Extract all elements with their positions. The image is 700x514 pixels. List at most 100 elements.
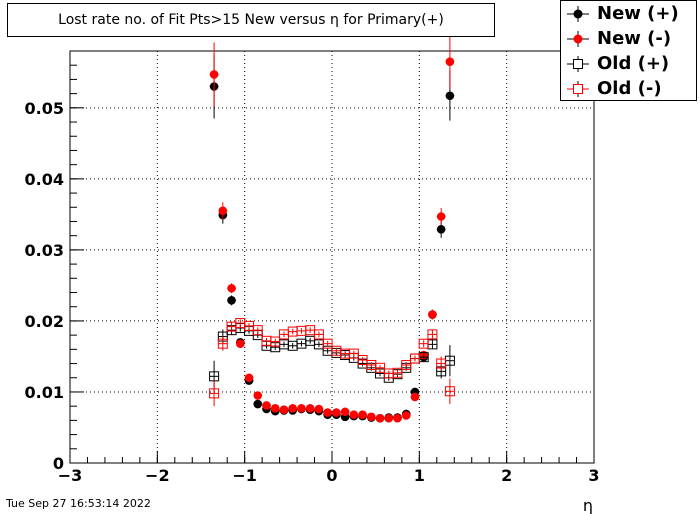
marker-circle <box>305 404 315 413</box>
x-tick-label: −1 <box>232 466 257 485</box>
marker-circle <box>288 404 298 413</box>
data-point <box>296 325 307 336</box>
marker-circle <box>227 296 236 305</box>
legend: New (+) New (-) Old (+) Old (-) <box>560 0 697 101</box>
x-tick-label: −3 <box>58 466 83 485</box>
marker-circle <box>227 283 236 293</box>
marker-circle <box>209 70 219 79</box>
data-point <box>322 345 333 356</box>
marker-circle <box>358 410 367 419</box>
legend-label: New (+) <box>597 3 679 24</box>
marker-circle <box>270 404 280 413</box>
data-point <box>427 339 438 350</box>
data-point <box>392 367 403 378</box>
marker-circle <box>349 410 359 419</box>
marker-square <box>270 336 281 347</box>
marker-circle <box>445 91 455 101</box>
data-point <box>375 362 386 373</box>
marker-circle <box>445 57 455 66</box>
plot-frame <box>69 50 595 464</box>
marker-circle <box>401 411 411 420</box>
data-point <box>296 338 307 349</box>
data-point <box>348 348 359 359</box>
data-point <box>209 42 219 107</box>
data-point <box>235 339 245 348</box>
data-point <box>313 329 324 340</box>
marker-circle <box>244 373 254 383</box>
data-point <box>279 405 289 415</box>
marker-circle <box>253 399 263 409</box>
marker-circle <box>314 404 324 414</box>
marker-circle <box>253 391 263 400</box>
legend-marker-old-minus <box>567 81 589 97</box>
data-point <box>384 413 394 423</box>
marker-circle <box>297 404 306 413</box>
data-point <box>209 380 220 407</box>
chart-title: Lost rate no. of Fit Pts>15 New versus η… <box>58 12 444 28</box>
data-point <box>445 34 455 89</box>
data-point <box>288 404 298 413</box>
axis-tick-labels: −3 −2 −1 0 1 2 3 0 0.01 0.02 0.03 0.04 0.05 <box>25 99 600 485</box>
data-point <box>409 353 420 364</box>
data-point <box>305 325 316 336</box>
data-point <box>262 401 271 410</box>
data-point <box>252 325 263 336</box>
marker-square <box>375 362 386 373</box>
data-point <box>410 392 420 402</box>
legend-entry-new-minus: New (-) <box>561 26 696 51</box>
y-tick-label: 0.03 <box>25 241 64 260</box>
data-point <box>287 326 298 337</box>
timestamp: Tue Sep 27 16:53:14 2022 <box>6 497 151 510</box>
marker-circle <box>262 401 271 410</box>
marker-circle <box>340 407 350 417</box>
legend-marker-new-plus <box>567 6 589 22</box>
data-point <box>313 339 324 350</box>
data-point <box>235 318 246 329</box>
grid-lines <box>70 51 594 463</box>
marker-square <box>436 358 447 369</box>
marker-circle <box>367 412 376 422</box>
data-point <box>444 378 455 405</box>
data-point <box>436 356 447 371</box>
marker-square <box>392 367 403 378</box>
marker-circle <box>384 413 394 423</box>
legend-entry-old-minus: Old (-) <box>561 76 696 101</box>
legend-label: New (-) <box>597 28 672 49</box>
data-point <box>278 329 289 340</box>
data-point <box>305 335 316 346</box>
chart-title-box: Lost rate no. of Fit Pts>15 New versus η… <box>7 3 495 37</box>
data-point <box>217 336 228 351</box>
y-tick-label: 0.01 <box>25 383 64 402</box>
data-point <box>349 410 359 419</box>
marker-square <box>401 359 412 370</box>
marker-circle <box>436 212 446 221</box>
marker-square <box>427 329 438 340</box>
legend-label: Old (+) <box>597 53 670 74</box>
marker-circle <box>428 310 437 319</box>
x-tick-label: 0 <box>326 466 337 485</box>
data-point <box>375 413 385 423</box>
legend-label: Old (-) <box>597 78 662 99</box>
data-point <box>322 338 333 349</box>
y-tick-label: 0 <box>53 454 64 473</box>
data-point <box>401 359 412 370</box>
marker-circle <box>236 339 245 348</box>
marker-square <box>209 388 220 399</box>
data-point <box>366 412 376 422</box>
marker-circle <box>436 224 446 234</box>
data-point <box>270 336 281 347</box>
marker-square <box>217 338 228 349</box>
marker-square <box>444 386 455 397</box>
marker-circle <box>375 413 385 423</box>
data-point <box>270 404 280 413</box>
data-point <box>253 391 263 400</box>
legend-entry-old-plus: Old (+) <box>561 51 696 76</box>
x-tick-label: −2 <box>145 466 170 485</box>
marker-square <box>409 353 420 364</box>
marker-circle <box>279 405 289 415</box>
marker-circle <box>323 408 332 417</box>
data-point <box>428 309 437 320</box>
data-points <box>209 34 455 423</box>
marker-circle <box>332 408 341 417</box>
